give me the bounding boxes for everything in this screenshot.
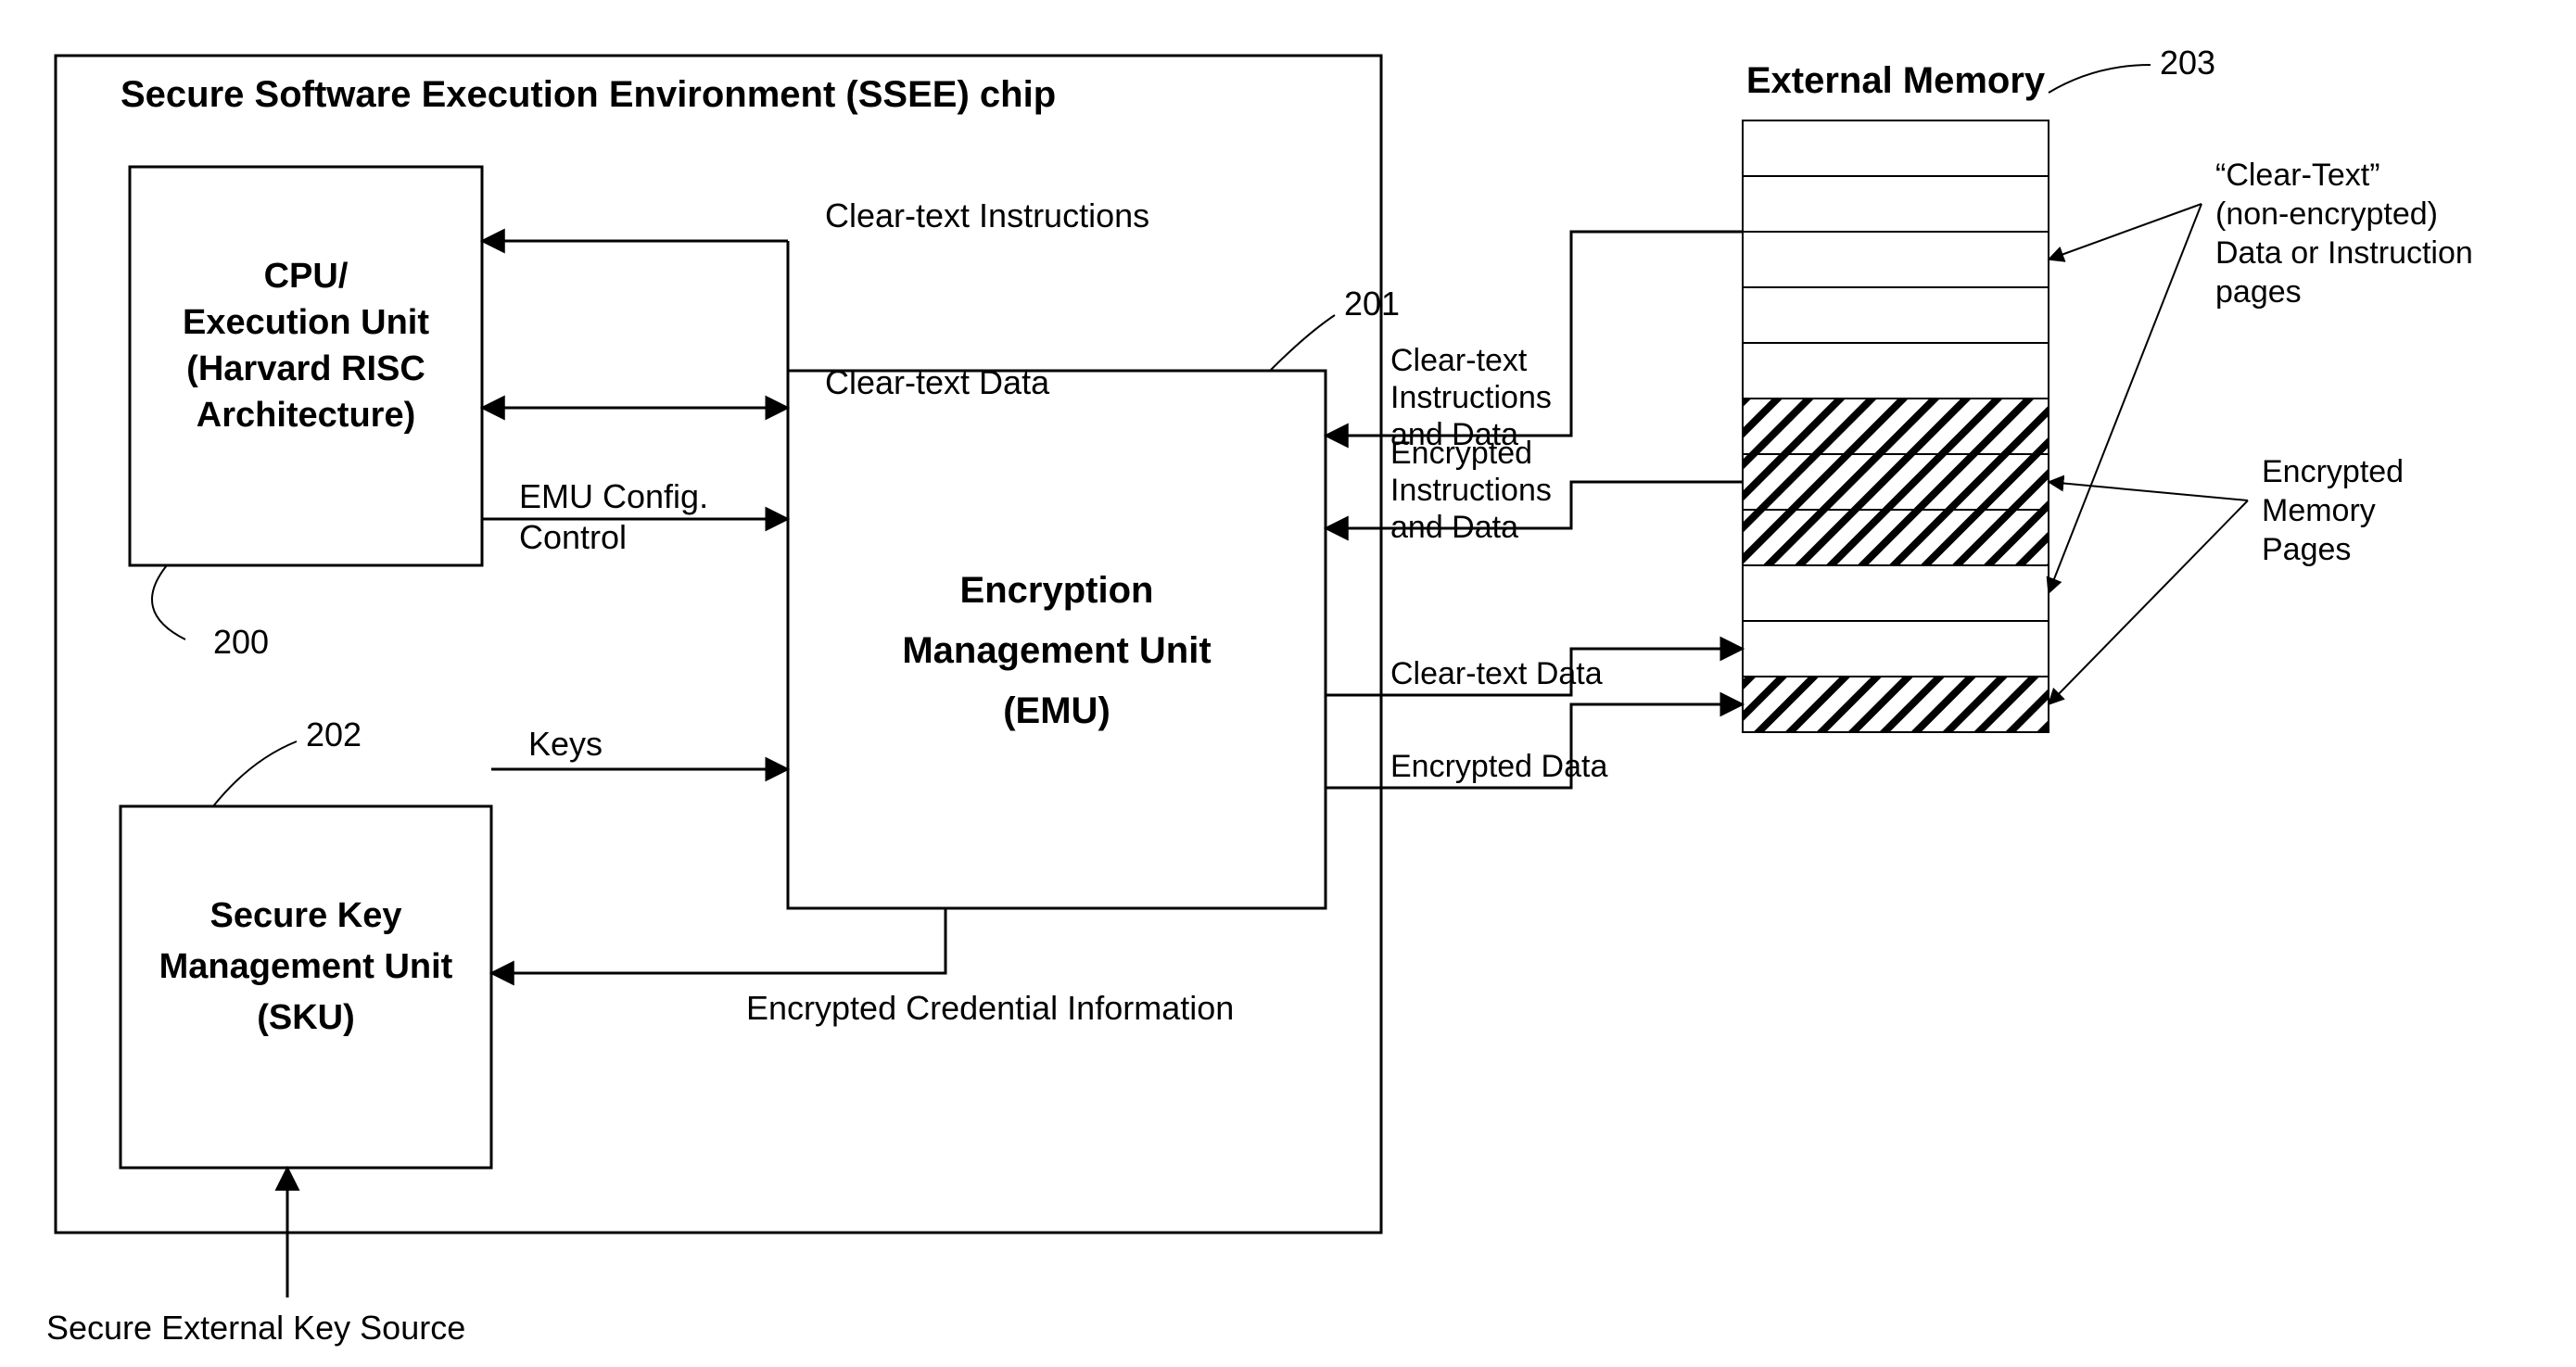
edge-label-emu_cfg: EMU Config. [519, 477, 708, 515]
sku-label: (SKU) [257, 998, 355, 1037]
emu-ref: 201 [1344, 285, 1400, 323]
cpu-label: (Harvard RISC [186, 349, 425, 388]
edge-label-clr_data: Clear-text Data [825, 363, 1050, 401]
ext-mem-title: External Memory [1746, 60, 2046, 101]
edge-label-emu_cfg: Control [519, 518, 627, 556]
extmem-ref-leader [2049, 65, 2151, 93]
mem-row-encrypted [1743, 399, 2049, 454]
edge-label-m_clr_instr: Clear-text [1390, 343, 1528, 378]
annotation-leader-clear_text_pages [2049, 204, 2202, 259]
mem-row-clear [1743, 343, 2049, 399]
cpu-ref: 200 [213, 623, 269, 661]
extmem-ref: 203 [2160, 44, 2215, 82]
mem-row-clear [1743, 621, 2049, 677]
mem-row-encrypted [1743, 510, 2049, 565]
mem-row-clear [1743, 176, 2049, 232]
annotation-encrypted_pages: Encrypted [2262, 454, 2404, 489]
edge-label-m_enc_instr: and Data [1390, 510, 1518, 545]
annotation-leader-encrypted_pages [2049, 500, 2248, 704]
diagram-root: Secure Software Execution Environment (S… [0, 0, 2576, 1367]
edge-label-m_enc_data: Encrypted Data [1390, 749, 1607, 784]
sku-box [121, 806, 491, 1168]
edge-label-m_enc_instr: Encrypted [1390, 436, 1532, 471]
annotation-clear_text_pages: (non-encrypted) [2215, 196, 2438, 232]
cpu-label: Execution Unit [183, 303, 429, 342]
annotation-clear_text_pages: Data or Instruction [2215, 235, 2473, 271]
mem-row-clear [1743, 232, 2049, 287]
edge-label-clr_instr: Clear-text Instructions [825, 196, 1149, 234]
annotation-leader-encrypted_pages [2049, 482, 2248, 500]
ssee-chip-title: Secure Software Execution Environment (S… [121, 74, 1056, 115]
annotation-encrypted_pages: Memory [2262, 493, 2376, 528]
edge-label-keys: Keys [528, 725, 603, 763]
edge-label-sku_ext: Secure External Key Source [46, 1309, 465, 1347]
annotation-encrypted_pages: Pages [2262, 532, 2351, 567]
annotation-clear_text_pages: “Clear-Text” [2215, 158, 2380, 193]
emu-label: Management Unit [902, 630, 1211, 671]
mem-row-clear [1743, 565, 2049, 621]
mem-row-encrypted [1743, 677, 2049, 732]
edge-label-enc_cred: Encrypted Credential Information [746, 989, 1234, 1027]
sku-label: Management Unit [159, 947, 453, 986]
annotation-leader-clear_text_pages [2049, 204, 2202, 593]
diagram-layer: Secure Software Execution Environment (S… [46, 44, 2473, 1347]
annotation-clear_text_pages: pages [2215, 274, 2302, 310]
edge-label-m_clr_data: Clear-text Data [1390, 656, 1603, 691]
edge-label-m_enc_instr: Instructions [1390, 473, 1552, 508]
sku-label: Secure Key [209, 896, 401, 935]
cpu-label: Architecture) [197, 396, 416, 435]
edge-label-m_clr_instr: Instructions [1390, 380, 1552, 415]
emu-label: (EMU) [1003, 690, 1110, 731]
mem-row-clear [1743, 287, 2049, 343]
mem-row-encrypted [1743, 454, 2049, 510]
cpu-label: CPU/ [264, 257, 349, 296]
mem-row-clear [1743, 120, 2049, 176]
emu-label: Encryption [960, 570, 1154, 611]
sku-ref: 202 [306, 715, 362, 753]
